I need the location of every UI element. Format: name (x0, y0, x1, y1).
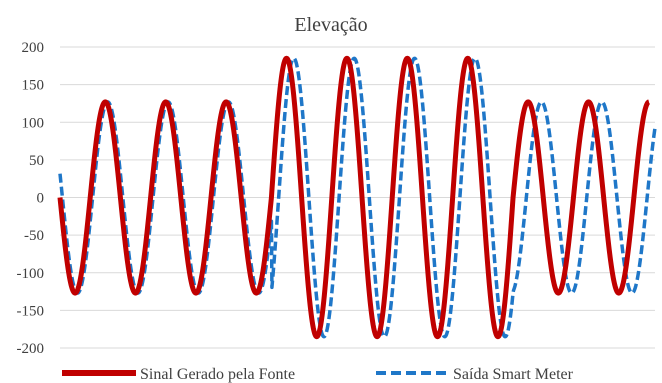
legend-label-series2: Saída Smart Meter (453, 366, 574, 383)
y-tick-label: 0 (37, 191, 45, 207)
chart-title: Elevação (294, 14, 367, 36)
y-axis-ticks: 200 150 100 50 0 -50 -100 -150 -200 (17, 40, 45, 357)
y-tick-label: -150 (17, 303, 45, 319)
y-tick-label: -100 (17, 266, 45, 282)
series-line-sinal-gerado (57, 55, 651, 340)
legend-label-series1: Sinal Gerado pela Fonte (140, 366, 295, 383)
legend: Sinal Gerado pela Fonte Saída Smart Mete… (62, 366, 574, 383)
y-tick-label: 150 (22, 78, 45, 94)
series-lines (57, 55, 657, 340)
y-tick-label: 100 (22, 115, 45, 131)
y-tick-label: -200 (17, 341, 45, 357)
y-tick-label: -50 (24, 228, 44, 244)
y-tick-label: 200 (22, 40, 45, 56)
y-tick-label: 50 (29, 153, 44, 169)
